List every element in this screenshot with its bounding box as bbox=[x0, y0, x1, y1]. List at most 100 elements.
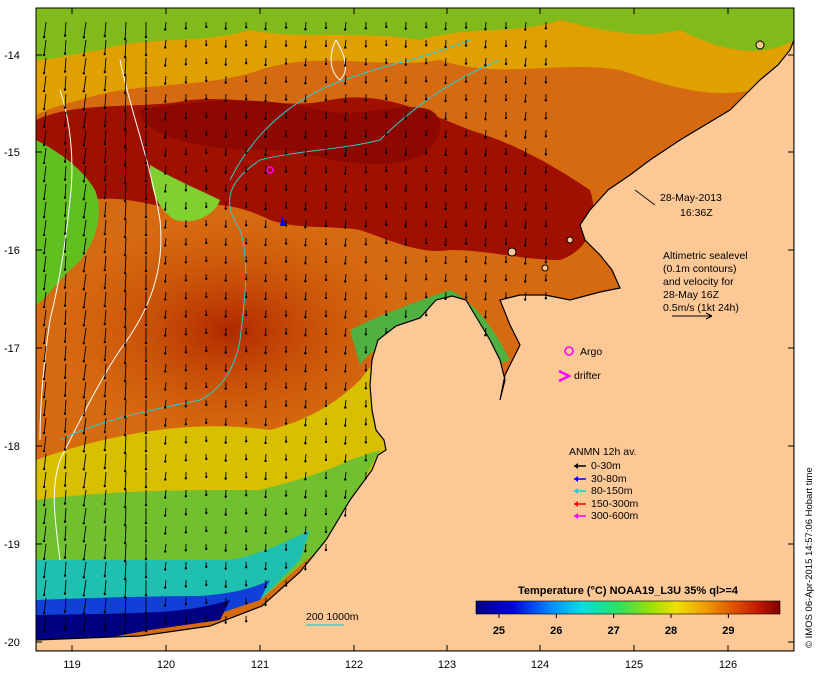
velocity-vector-head bbox=[364, 135, 368, 138]
velocity-vector-head bbox=[103, 232, 106, 236]
velocity-vector bbox=[524, 39, 527, 48]
velocity-vector-head bbox=[224, 225, 227, 228]
velocity-vector bbox=[344, 237, 347, 246]
velocity-vector-head bbox=[343, 280, 347, 283]
velocity-vector-head bbox=[103, 268, 106, 272]
velocity-vector-head bbox=[205, 295, 208, 299]
velocity-vector-head bbox=[224, 189, 227, 192]
velocity-vector-head bbox=[484, 154, 487, 157]
velocity-vector-head bbox=[82, 360, 86, 363]
velocity-vector bbox=[164, 327, 167, 336]
velocity-vector-head bbox=[404, 225, 407, 228]
velocity-vector-head bbox=[205, 61, 208, 65]
velocity-vector-head bbox=[343, 208, 347, 211]
velocity-vector-head bbox=[184, 99, 188, 102]
velocity-vector-head bbox=[244, 62, 248, 65]
velocity-vector bbox=[83, 507, 87, 524]
velocity-vector bbox=[83, 525, 87, 542]
velocity-vector bbox=[64, 417, 67, 432]
velocity-vector-head bbox=[184, 603, 188, 606]
velocity-vector-head bbox=[163, 280, 167, 283]
velocity-vector-head bbox=[444, 243, 447, 247]
velocity-vector bbox=[104, 111, 107, 127]
velocity-vector bbox=[164, 147, 167, 156]
velocity-vector-head bbox=[42, 431, 46, 435]
velocity-vector bbox=[484, 309, 487, 318]
velocity-vector-head bbox=[42, 89, 46, 93]
velocity-vector-head bbox=[424, 116, 428, 119]
velocity-vector-head bbox=[42, 593, 46, 597]
velocity-vector-head bbox=[324, 350, 328, 354]
velocity-vector bbox=[524, 273, 527, 282]
velocity-vector-head bbox=[244, 512, 248, 515]
velocity-vector bbox=[164, 543, 167, 552]
velocity-vector bbox=[83, 129, 87, 146]
velocity-vector-head bbox=[504, 116, 508, 120]
velocity-vector-head bbox=[103, 142, 106, 146]
velocity-vector-head bbox=[123, 559, 127, 563]
velocity-vector-head bbox=[504, 44, 508, 48]
velocity-vector-head bbox=[284, 368, 288, 371]
velocity-vector-head bbox=[264, 513, 267, 517]
velocity-vector-head bbox=[184, 333, 188, 336]
velocity-vector bbox=[83, 111, 87, 128]
velocity-vector-head bbox=[544, 189, 548, 192]
velocity-vector-head bbox=[123, 433, 127, 437]
anmn-item: 80-150m bbox=[574, 485, 633, 497]
velocity-vector-head bbox=[244, 314, 248, 317]
velocity-vector-head bbox=[42, 71, 46, 75]
velocity-vector-head bbox=[264, 405, 267, 409]
velocity-vector-head bbox=[404, 189, 407, 192]
velocity-vector-head bbox=[304, 406, 307, 409]
velocity-vector bbox=[164, 129, 167, 138]
velocity-vector-head bbox=[244, 152, 248, 155]
velocity-vector-head bbox=[385, 61, 388, 65]
velocity-vector-head bbox=[123, 289, 127, 293]
velocity-vector bbox=[304, 201, 307, 210]
velocity-vector bbox=[164, 453, 167, 462]
velocity-vector-head bbox=[63, 196, 67, 199]
sst-core bbox=[60, 220, 400, 440]
velocity-vector bbox=[484, 111, 487, 120]
velocity-vector-head bbox=[103, 106, 106, 110]
velocity-vector-head bbox=[464, 98, 468, 101]
image-date: 28-May-2013 bbox=[660, 192, 722, 204]
velocity-vector-head bbox=[284, 350, 288, 353]
svg-text:80-150m: 80-150m bbox=[591, 485, 633, 497]
velocity-vector-head bbox=[404, 63, 407, 66]
velocity-vector-head bbox=[304, 172, 307, 175]
velocity-vector-head bbox=[484, 46, 487, 49]
velocity-vector-head bbox=[324, 26, 328, 30]
velocity-vector-head bbox=[244, 404, 248, 407]
velocity-vector-head bbox=[304, 478, 307, 481]
velocity-vector-head bbox=[464, 278, 468, 281]
velocity-vector-head bbox=[184, 225, 188, 228]
velocity-vector-head bbox=[343, 388, 347, 391]
svg-text:(0.1m contours): (0.1m contours) bbox=[663, 263, 737, 275]
velocity-vector-head bbox=[364, 405, 368, 408]
y-tick-label: -16 bbox=[4, 245, 20, 257]
velocity-vector-head bbox=[103, 250, 106, 254]
velocity-vector-head bbox=[304, 244, 307, 247]
velocity-vector-head bbox=[364, 459, 368, 462]
velocity-vector-head bbox=[385, 313, 388, 317]
velocity-vector bbox=[164, 615, 167, 624]
velocity-vector-head bbox=[343, 244, 347, 247]
velocity-vector-head bbox=[464, 242, 468, 245]
velocity-vector bbox=[124, 111, 127, 130]
velocity-vector-head bbox=[284, 494, 288, 497]
velocity-vector bbox=[124, 579, 127, 598]
velocity-vector bbox=[124, 561, 127, 580]
velocity-vector-head bbox=[163, 46, 167, 49]
colorbar-tick-label: 26 bbox=[550, 625, 562, 637]
velocity-vector-head bbox=[504, 98, 508, 102]
anmn-title: ANMN 12h av. bbox=[569, 446, 637, 458]
velocity-vector bbox=[304, 273, 307, 282]
velocity-vector bbox=[83, 399, 87, 416]
velocity-vector bbox=[64, 489, 67, 504]
velocity-vector-head bbox=[244, 206, 248, 209]
velocity-vector-head bbox=[63, 430, 67, 433]
velocity-vector-head bbox=[82, 630, 86, 633]
velocity-vector-head bbox=[144, 269, 148, 273]
